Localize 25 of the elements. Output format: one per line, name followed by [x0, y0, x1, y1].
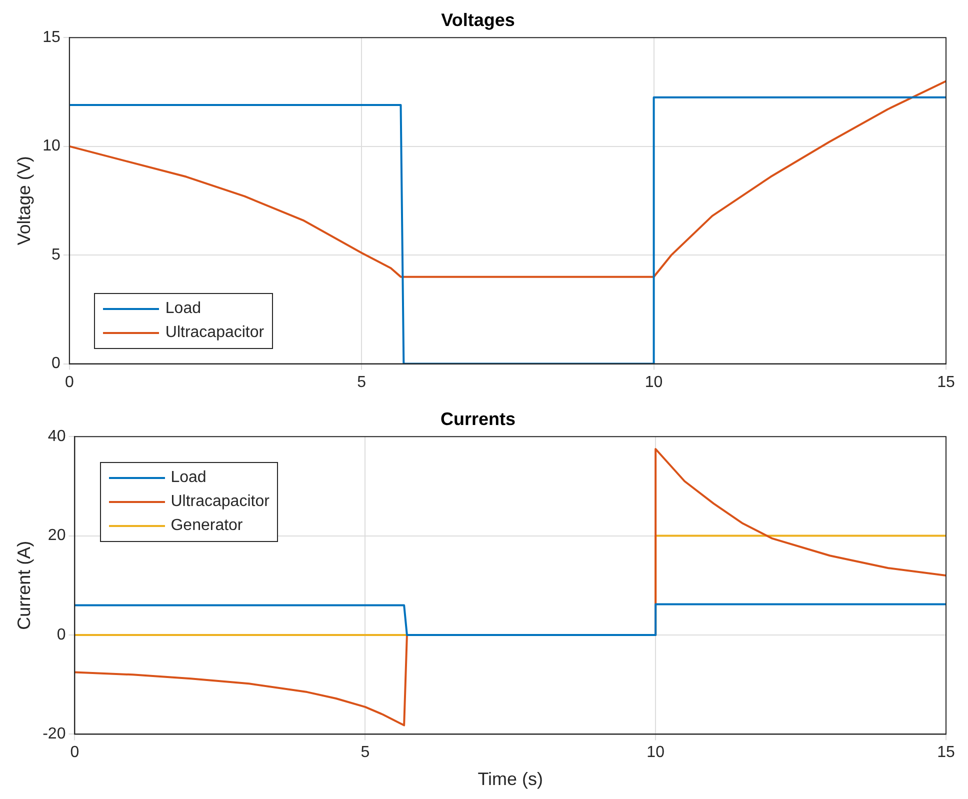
- y-tick-label: -20: [42, 726, 66, 743]
- y-tick-label: 0: [56, 626, 66, 644]
- y-axis-title: Voltage (V): [14, 156, 34, 246]
- legend-label: Ultracapacitor: [170, 492, 270, 511]
- chart-title: Currents: [440, 408, 516, 429]
- y-tick-label: 40: [48, 428, 66, 446]
- y-tick-label: 5: [51, 246, 60, 264]
- x-axis-title: Time (s): [478, 769, 544, 790]
- x-tick-label: 15: [937, 374, 955, 391]
- x-tick-label: 5: [357, 374, 366, 391]
- legend-label: Ultracapacitor: [165, 324, 264, 342]
- x-tick-label: 5: [360, 744, 370, 762]
- x-tick-label: 10: [646, 744, 665, 762]
- chart-title: Voltages: [441, 10, 515, 30]
- legend-label: Load: [170, 468, 206, 487]
- y-axis-title: Current (A): [14, 540, 34, 630]
- y-tick-label: 10: [42, 138, 60, 155]
- x-tick-label: 0: [70, 744, 80, 762]
- x-tick-label: 10: [644, 374, 663, 391]
- legend-label: Generator: [170, 516, 243, 535]
- y-tick-label: 0: [51, 355, 60, 372]
- y-tick-label: 20: [48, 527, 66, 544]
- legend-label: Load: [165, 300, 201, 318]
- x-tick-label: 15: [937, 744, 955, 762]
- y-tick-label: 15: [42, 29, 60, 46]
